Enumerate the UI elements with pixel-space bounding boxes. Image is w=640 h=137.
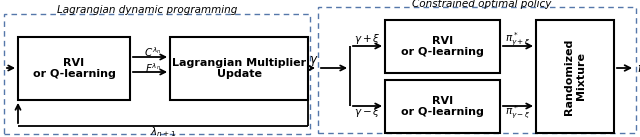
Bar [536,20,614,133]
Text: RVI
or Q-learning: RVI or Q-learning [401,36,484,57]
Bar [18,37,130,100]
Text: $\pi^*_{\gamma+\xi}$: $\pi^*_{\gamma+\xi}$ [505,30,531,48]
Text: $\lambda_{n+1}$: $\lambda_{n+1}$ [150,125,176,137]
Text: RVI
or Q-learning: RVI or Q-learning [401,96,484,117]
Text: $F^{\lambda_n}$: $F^{\lambda_n}$ [145,61,161,75]
Bar [318,7,636,133]
Text: RVI
or Q-learning: RVI or Q-learning [33,58,115,79]
Text: Constrained optimal policy: Constrained optimal policy [412,0,552,9]
Text: $\gamma - \xi$: $\gamma - \xi$ [354,105,381,119]
Text: $\gamma$: $\gamma$ [309,54,319,68]
Bar [170,37,308,100]
Text: $\pi^*_{\gamma-\xi}$: $\pi^*_{\gamma-\xi}$ [505,103,531,121]
Text: Lagrangian dynamic programming: Lagrangian dynamic programming [57,5,237,15]
Text: $\gamma + \xi$: $\gamma + \xi$ [354,32,381,46]
Text: Lagrangian Multiplier
Update: Lagrangian Multiplier Update [172,58,306,79]
Text: $\pi^*$: $\pi^*$ [637,60,640,76]
Bar [385,80,500,133]
Text: Randomized
Mixture: Randomized Mixture [564,38,586,115]
Bar [4,14,310,134]
Text: $C^{\lambda_n}$: $C^{\lambda_n}$ [145,45,162,59]
Bar [385,20,500,73]
